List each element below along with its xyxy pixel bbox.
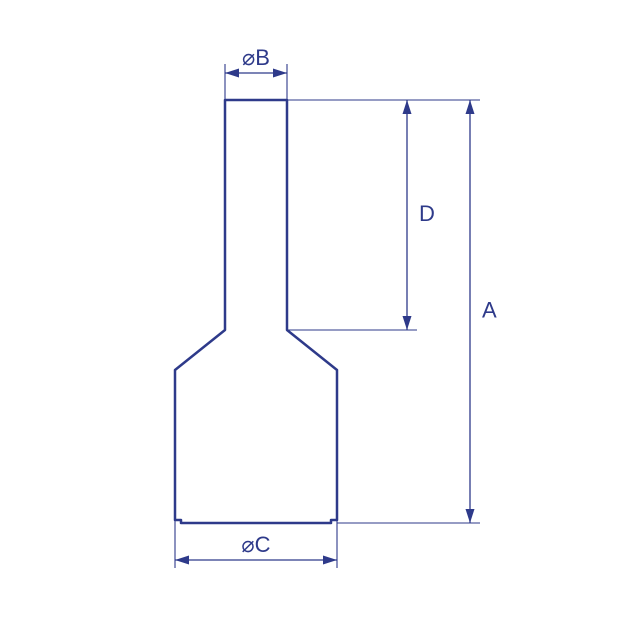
arrowhead — [225, 69, 239, 78]
arrowhead — [323, 556, 337, 565]
dim-label-d: D — [419, 201, 435, 226]
arrowhead — [466, 100, 475, 114]
part-outline — [175, 100, 337, 523]
dim-label-c: ⌀C — [241, 532, 270, 557]
arrowhead — [466, 509, 475, 523]
arrowhead — [403, 100, 412, 114]
dim-label-a: A — [482, 297, 497, 322]
arrowhead — [273, 69, 287, 78]
dim-label-b: ⌀B — [242, 45, 270, 70]
ferrule-dimension-diagram: ⌀B ⌀C D A — [0, 0, 620, 620]
arrowhead — [175, 556, 189, 565]
arrowhead — [403, 316, 412, 330]
